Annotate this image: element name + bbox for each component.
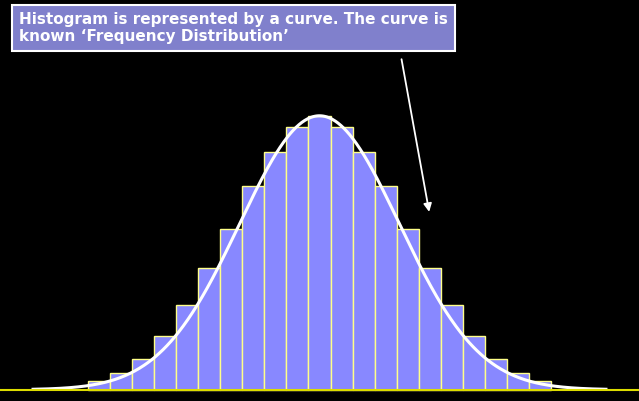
Text: Histogram is represented by a curve. The curve is
known ‘Frequency Distribution’: Histogram is represented by a curve. The… [19,12,448,45]
Bar [265,152,286,390]
Bar [507,373,529,390]
Bar [529,381,551,390]
Bar [309,116,330,390]
Bar [485,358,507,390]
Bar [441,305,463,390]
Bar [330,127,353,390]
Bar [374,186,397,390]
Bar [286,127,309,390]
Bar [198,268,220,390]
Bar [154,336,176,390]
Bar [132,358,154,390]
Bar [220,229,242,390]
Bar [176,305,198,390]
Bar [353,152,374,390]
Bar [242,186,265,390]
Bar [419,268,441,390]
Bar [88,381,110,390]
Bar [397,229,419,390]
Bar [110,373,132,390]
Bar [463,336,485,390]
